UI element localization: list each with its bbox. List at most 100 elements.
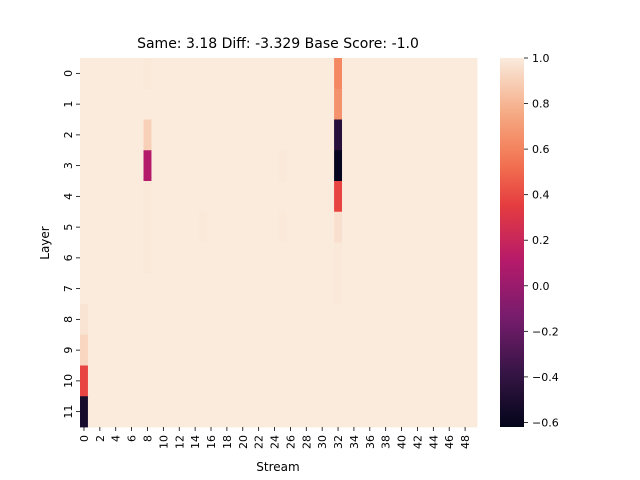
heatmap-cell bbox=[270, 304, 279, 336]
heatmap-cell bbox=[342, 304, 351, 336]
colorbar-tick-label: 1.0 bbox=[532, 52, 550, 65]
heatmap-cell bbox=[437, 119, 446, 151]
heatmap-cell bbox=[461, 273, 470, 305]
heatmap-cell bbox=[246, 58, 256, 90]
heatmap-cell bbox=[270, 211, 279, 243]
heatmap-cell bbox=[365, 396, 375, 428]
heatmap-cell bbox=[262, 304, 271, 336]
heatmap-cell bbox=[80, 58, 89, 90]
heatmap-cell bbox=[103, 181, 113, 213]
heatmap-cell bbox=[453, 273, 462, 305]
heatmap-cell bbox=[262, 119, 271, 151]
y-tick-label: 11 bbox=[62, 405, 75, 419]
heatmap-cell bbox=[389, 396, 398, 428]
heatmap-cell bbox=[143, 58, 152, 90]
heatmap-cell bbox=[349, 88, 359, 120]
heatmap-cell bbox=[310, 88, 319, 120]
heatmap-cell bbox=[326, 150, 335, 182]
heatmap-cell bbox=[135, 88, 144, 120]
x-tick-label: 48 bbox=[459, 435, 472, 449]
heatmap-cell bbox=[445, 334, 454, 366]
heatmap-cell bbox=[365, 150, 375, 182]
y-tick-label: 1 bbox=[62, 101, 75, 108]
heatmap-cell bbox=[151, 119, 160, 151]
heatmap-cell bbox=[445, 211, 454, 243]
heatmap-cell bbox=[445, 365, 454, 397]
heatmap-cell bbox=[373, 58, 383, 90]
heatmap-cell bbox=[389, 304, 398, 336]
x-tick-label: 22 bbox=[253, 435, 266, 449]
heatmap-cell bbox=[326, 334, 335, 366]
y-tick-label: 2 bbox=[62, 131, 75, 138]
x-tick-label: 20 bbox=[237, 435, 250, 449]
heatmap-cell bbox=[238, 304, 248, 336]
heatmap-cell bbox=[357, 88, 367, 120]
heatmap-cell bbox=[334, 396, 343, 428]
heatmap-cell bbox=[199, 365, 208, 397]
heatmap-cell bbox=[127, 365, 136, 397]
heatmap-cell bbox=[214, 242, 224, 274]
heatmap-cell bbox=[405, 396, 414, 428]
heatmap-cell bbox=[199, 273, 208, 305]
heatmap-cell bbox=[167, 150, 176, 182]
heatmap-cell bbox=[214, 58, 224, 90]
heatmap-cell bbox=[238, 273, 248, 305]
heatmap-cell bbox=[230, 334, 240, 366]
heatmap-cell bbox=[135, 181, 144, 213]
heatmap-cell bbox=[357, 242, 367, 274]
heatmap-cell bbox=[437, 396, 446, 428]
heatmap-cell bbox=[318, 119, 327, 151]
heatmap-cell bbox=[222, 334, 232, 366]
heatmap-cell bbox=[461, 304, 470, 336]
heatmap-cell bbox=[246, 119, 256, 151]
heatmap-cell bbox=[230, 119, 240, 151]
heatmap-cell bbox=[469, 334, 478, 366]
heatmap-cell bbox=[183, 88, 192, 120]
heatmap-cell bbox=[342, 58, 351, 90]
heatmap-cell bbox=[437, 150, 446, 182]
heatmap-cell bbox=[214, 119, 224, 151]
heatmap-cell bbox=[207, 119, 216, 151]
heatmap-cell bbox=[373, 150, 383, 182]
heatmap-cell bbox=[389, 119, 398, 151]
heatmap-cell bbox=[111, 242, 121, 274]
heatmap-cell bbox=[222, 304, 232, 336]
heatmap-cell bbox=[310, 273, 319, 305]
heatmap-cell bbox=[397, 365, 406, 397]
heatmap-cell bbox=[381, 58, 391, 90]
heatmap-cell bbox=[151, 334, 160, 366]
heatmap-cell bbox=[95, 273, 105, 305]
heatmap-cell bbox=[183, 365, 192, 397]
heatmap-cell bbox=[175, 211, 184, 243]
heatmap-cell bbox=[445, 304, 454, 336]
heatmap-cell bbox=[230, 396, 240, 428]
heatmap-cell bbox=[318, 181, 327, 213]
heatmap-cell bbox=[437, 88, 446, 120]
heatmap-cell bbox=[167, 396, 176, 428]
x-tick-label: 32 bbox=[332, 435, 345, 449]
heatmap-cell bbox=[119, 150, 129, 182]
heatmap-cell bbox=[381, 273, 391, 305]
heatmap-cell bbox=[103, 334, 113, 366]
heatmap-cell bbox=[286, 88, 295, 120]
heatmap-cell bbox=[429, 211, 438, 243]
heatmap-cell bbox=[461, 211, 470, 243]
heatmap-cell bbox=[159, 58, 168, 90]
heatmap-cell bbox=[413, 304, 422, 336]
heatmap-cell bbox=[302, 150, 311, 182]
heatmap-cell bbox=[230, 273, 240, 305]
heatmap-cell bbox=[397, 304, 406, 336]
heatmap-cell bbox=[286, 242, 295, 274]
heatmap-cell bbox=[421, 396, 430, 428]
heatmap-cell bbox=[342, 150, 351, 182]
heatmap-cell bbox=[453, 88, 462, 120]
heatmap-cell bbox=[111, 58, 121, 90]
heatmap-cell bbox=[429, 181, 438, 213]
heatmap-cell bbox=[111, 365, 121, 397]
heatmap-cell bbox=[103, 273, 113, 305]
heatmap-cell bbox=[95, 211, 105, 243]
heatmap-cell bbox=[159, 396, 168, 428]
heatmap-cell bbox=[389, 58, 398, 90]
heatmap-cell bbox=[167, 181, 176, 213]
heatmap-cell bbox=[453, 334, 462, 366]
